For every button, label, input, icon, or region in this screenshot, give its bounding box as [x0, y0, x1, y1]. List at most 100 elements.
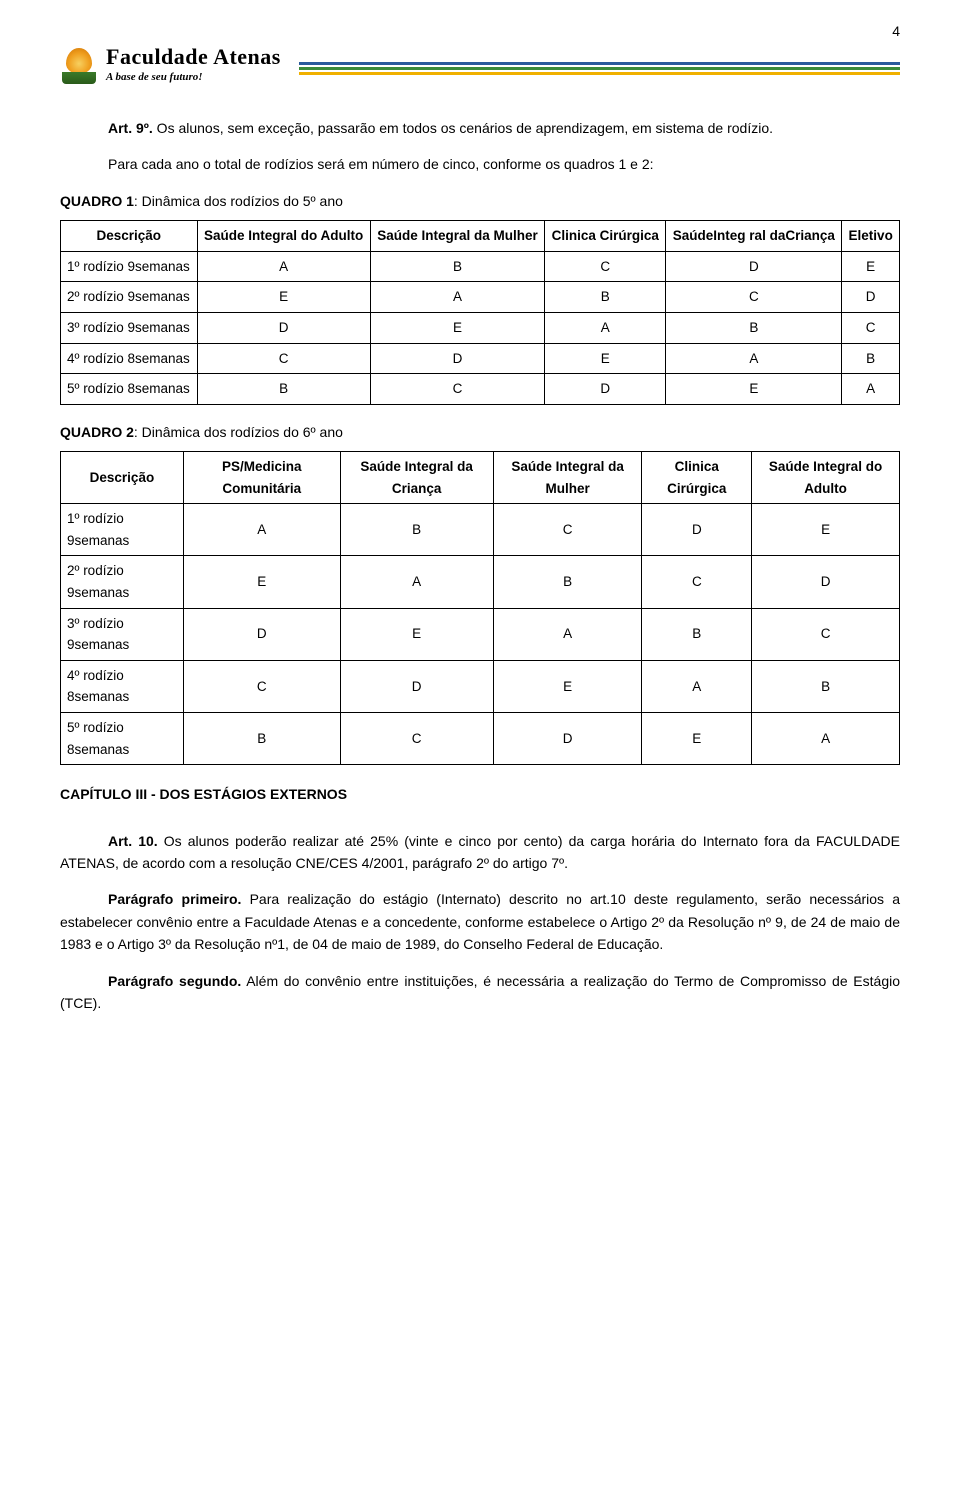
- quadro1-table: DescriçãoSaúde Integral do AdultoSaúde I…: [60, 220, 900, 405]
- logo-icon: [60, 48, 98, 86]
- table-cell: E: [666, 374, 842, 405]
- table-cell: E: [370, 312, 545, 343]
- table-header: Clinica Cirúrgica: [545, 221, 666, 252]
- table-header: Saúde Integral da Mulher: [370, 221, 545, 252]
- table-cell: E: [642, 713, 752, 765]
- art9-label: Art. 9º.: [108, 120, 153, 136]
- table-cell: C: [842, 312, 900, 343]
- table-cell: A: [545, 312, 666, 343]
- table-cell: E: [340, 608, 493, 660]
- table-row: 1º rodízio 9semanasABCDE: [61, 504, 900, 556]
- quadro2-title-bold: QUADRO 2: [60, 424, 134, 440]
- p2-label: Parágrafo segundo.: [108, 973, 241, 989]
- table-row: 3º rodízio 9semanasDEABC: [61, 608, 900, 660]
- art10-text: Os alunos poderão realizar até 25% (vint…: [60, 833, 900, 871]
- table-header: Clinica Cirúrgica: [642, 452, 752, 504]
- table-cell: C: [545, 251, 666, 282]
- table-cell: C: [752, 608, 900, 660]
- table-header: Saúde Integral do Adulto: [197, 221, 370, 252]
- table-cell: D: [493, 713, 642, 765]
- table-cell: D: [197, 312, 370, 343]
- table-cell: A: [642, 660, 752, 712]
- table-cell: E: [842, 251, 900, 282]
- quadro2-table: DescriçãoPS/Medicina ComunitáriaSaúde In…: [60, 451, 900, 765]
- table-cell: B: [183, 713, 340, 765]
- table-header: SaúdeInteg ral daCriança: [666, 221, 842, 252]
- table-cell: B: [642, 608, 752, 660]
- table-cell: A: [493, 608, 642, 660]
- table-cell: B: [842, 343, 900, 374]
- table-row: 5º rodízio 8semanasBCDEA: [61, 713, 900, 765]
- table-cell: D: [183, 608, 340, 660]
- table-header: Descrição: [61, 221, 198, 252]
- row-description: 5º rodízio 8semanas: [61, 374, 198, 405]
- table-row: 1º rodízio 9semanasABCDE: [61, 251, 900, 282]
- table-cell: D: [545, 374, 666, 405]
- table-row: 3º rodízio 9semanasDEABC: [61, 312, 900, 343]
- table-cell: D: [752, 556, 900, 608]
- table-cell: A: [842, 374, 900, 405]
- row-description: 3º rodízio 9semanas: [61, 312, 198, 343]
- table-cell: C: [493, 504, 642, 556]
- row-description: 2º rodízio 9semanas: [61, 282, 198, 313]
- brand-block: Faculdade Atenas A base de seu futuro!: [106, 46, 281, 87]
- brand-name: Faculdade Atenas: [106, 46, 281, 68]
- paragrafo-segundo: Parágrafo segundo. Além do convênio entr…: [60, 970, 900, 1015]
- table-cell: B: [493, 556, 642, 608]
- page-header: Faculdade Atenas A base de seu futuro!: [60, 46, 900, 87]
- table-cell: D: [666, 251, 842, 282]
- art10-paragraph: Art. 10. Os alunos poderão realizar até …: [60, 830, 900, 875]
- table-cell: E: [183, 556, 340, 608]
- table-row: 2º rodízio 9semanasEABCD: [61, 556, 900, 608]
- quadro1-title-bold: QUADRO 1: [60, 193, 134, 209]
- table-cell: D: [842, 282, 900, 313]
- table-cell: A: [340, 556, 493, 608]
- table-cell: C: [197, 343, 370, 374]
- table-cell: C: [666, 282, 842, 313]
- table-header: Descrição: [61, 452, 184, 504]
- table-cell: B: [370, 251, 545, 282]
- table-cell: A: [183, 504, 340, 556]
- intro-para2: Para cada ano o total de rodízios será e…: [60, 153, 900, 175]
- row-description: 1º rodízio 9semanas: [61, 504, 184, 556]
- art9-paragraph: Art. 9º. Os alunos, sem exceção, passarã…: [60, 117, 900, 139]
- brand-tagline: A base de seu futuro!: [106, 69, 281, 87]
- quadro1-title-rest: : Dinâmica dos rodízios do 5º ano: [134, 193, 343, 209]
- table-cell: D: [370, 343, 545, 374]
- table-cell: B: [545, 282, 666, 313]
- table-cell: B: [340, 504, 493, 556]
- art10-label: Art. 10.: [108, 833, 158, 849]
- page-number: 4: [60, 20, 900, 42]
- table-cell: C: [183, 660, 340, 712]
- table-cell: C: [370, 374, 545, 405]
- row-description: 2º rodízio 9semanas: [61, 556, 184, 608]
- table-cell: D: [340, 660, 493, 712]
- table-cell: A: [197, 251, 370, 282]
- table-row: 4º rodízio 8semanasCDEAB: [61, 343, 900, 374]
- table-cell: C: [642, 556, 752, 608]
- table-header: Saúde Integral da Criança: [340, 452, 493, 504]
- header-divider: [299, 62, 900, 77]
- row-description: 5º rodízio 8semanas: [61, 713, 184, 765]
- quadro2-title-rest: : Dinâmica dos rodízios do 6º ano: [134, 424, 343, 440]
- table-row: 5º rodízio 8semanasBCDEA: [61, 374, 900, 405]
- table-header: Saúde Integral da Mulher: [493, 452, 642, 504]
- table-cell: C: [340, 713, 493, 765]
- table-cell: B: [197, 374, 370, 405]
- table-header: Saúde Integral do Adulto: [752, 452, 900, 504]
- table-cell: E: [493, 660, 642, 712]
- art9-text: Os alunos, sem exceção, passarão em todo…: [153, 120, 773, 136]
- table-header: Eletivo: [842, 221, 900, 252]
- table-row: 4º rodízio 8semanasCDEAB: [61, 660, 900, 712]
- table-cell: A: [370, 282, 545, 313]
- row-description: 4º rodízio 8semanas: [61, 660, 184, 712]
- paragrafo-primeiro: Parágrafo primeiro. Para realização do e…: [60, 888, 900, 955]
- chapter-title: CAPÍTULO III - DOS ESTÁGIOS EXTERNOS: [60, 783, 900, 805]
- table-cell: E: [545, 343, 666, 374]
- table-cell: B: [752, 660, 900, 712]
- row-description: 3º rodízio 9semanas: [61, 608, 184, 660]
- table-cell: A: [752, 713, 900, 765]
- table-cell: B: [666, 312, 842, 343]
- row-description: 1º rodízio 9semanas: [61, 251, 198, 282]
- table-row: 2º rodízio 9semanasEABCD: [61, 282, 900, 313]
